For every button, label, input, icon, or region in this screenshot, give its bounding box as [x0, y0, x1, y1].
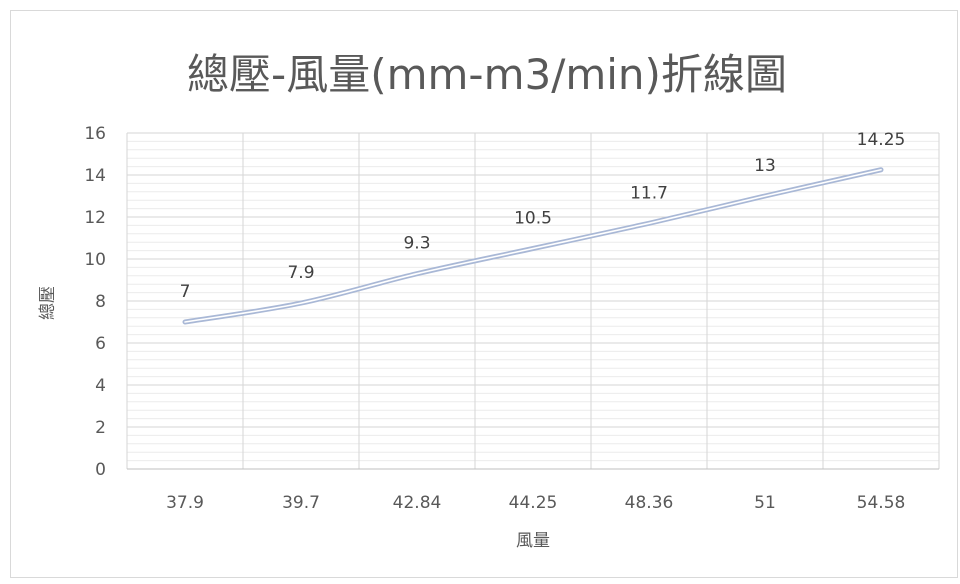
data-label: 11.7	[630, 183, 668, 203]
data-label: 7.9	[287, 263, 314, 283]
axes: 0 2 4 6 8 10 12 14 16 37.9 39.7 42.84 44.25 48.36 51 54…	[84, 124, 939, 513]
x-axis-title: 風量	[516, 531, 550, 551]
y-tick-label: 16	[84, 124, 106, 144]
x-tick-label: 48.36	[625, 493, 674, 513]
y-tick-label: 12	[84, 208, 106, 228]
y-tick-label: 6	[95, 334, 106, 354]
data-labels: 7 7.9 9.3 10.5 11.7 13 14.25	[180, 130, 906, 302]
x-tick-label: 42.84	[393, 493, 442, 513]
x-tick-label: 51	[754, 493, 776, 513]
y-tick-label: 0	[95, 460, 106, 480]
data-label: 7	[180, 282, 191, 302]
x-tick-label: 44.25	[509, 493, 558, 513]
data-label: 13	[754, 156, 776, 176]
data-label: 14.25	[857, 130, 906, 150]
y-tick-label: 8	[95, 292, 106, 312]
y-tick-label: 10	[84, 250, 106, 270]
grid	[126, 132, 940, 470]
data-label: 10.5	[514, 209, 552, 229]
y-tick-label: 14	[84, 166, 106, 186]
x-tick-label: 54.58	[857, 493, 906, 513]
series-layer	[182, 167, 884, 325]
series-line-inner	[184, 168, 882, 323]
x-tick-label: 37.9	[166, 493, 204, 513]
data-label: 9.3	[403, 234, 430, 254]
y-tick-label: 2	[95, 418, 106, 438]
chart-title: 總壓-風量(mm-m3/min)折線圖	[187, 50, 787, 99]
y-axis-title: 總壓	[38, 286, 58, 320]
x-tick-label: 39.7	[282, 493, 320, 513]
y-tick-label: 4	[95, 376, 106, 396]
